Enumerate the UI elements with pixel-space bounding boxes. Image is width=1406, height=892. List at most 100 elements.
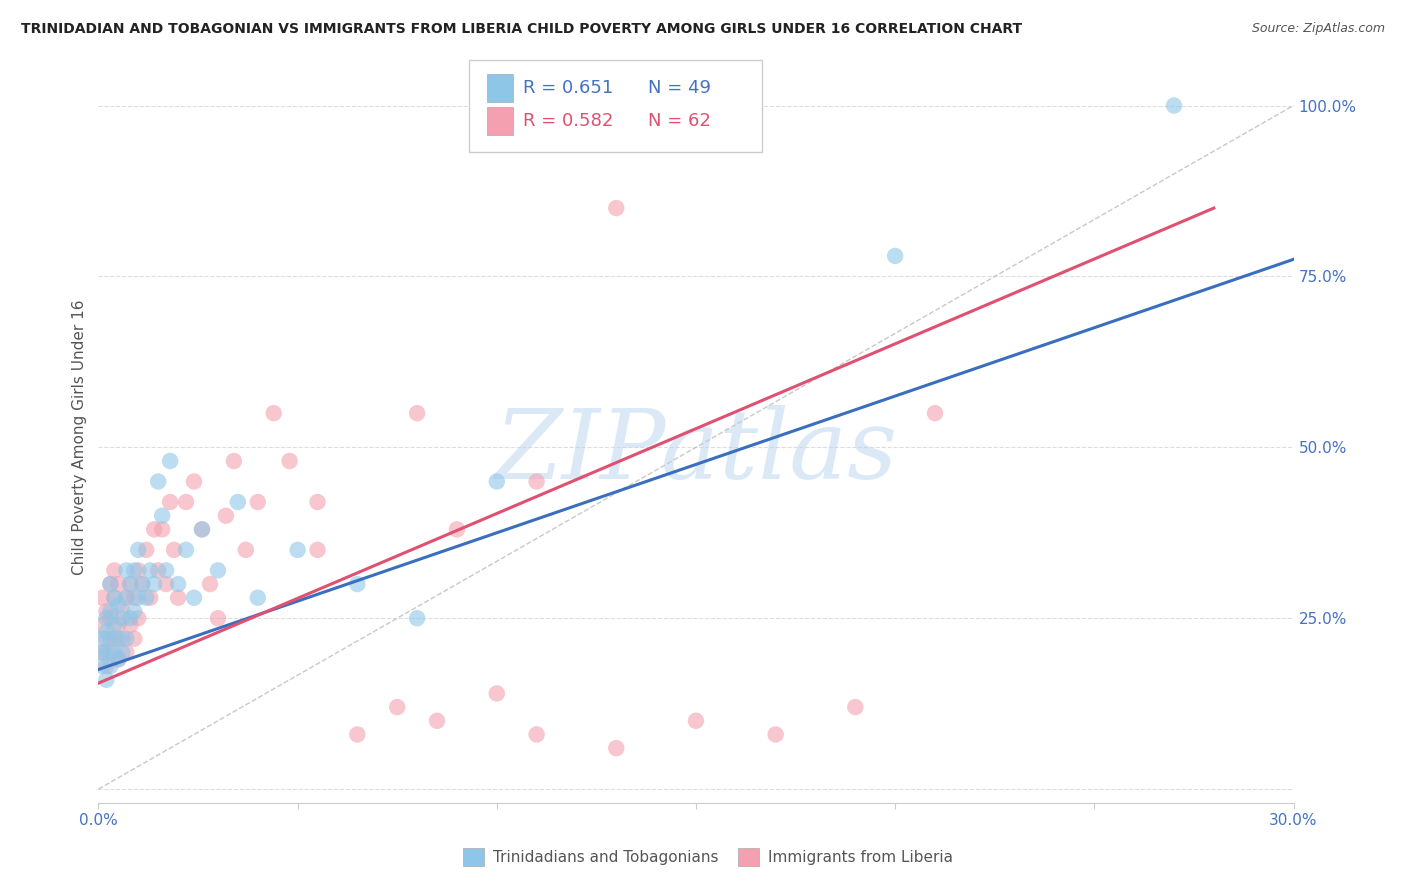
Point <box>183 475 205 489</box>
Text: Trinidadians and Tobagonians: Trinidadians and Tobagonians <box>494 850 718 865</box>
Point <box>765 727 787 741</box>
Point <box>115 591 138 605</box>
Point <box>120 577 142 591</box>
Point <box>96 659 118 673</box>
Point <box>485 475 508 489</box>
Point <box>96 604 118 618</box>
Point <box>115 563 138 577</box>
Point <box>143 577 166 591</box>
Point <box>884 249 907 263</box>
FancyBboxPatch shape <box>738 848 759 866</box>
Point <box>98 645 122 659</box>
Point <box>107 652 129 666</box>
Point <box>120 611 142 625</box>
Point <box>115 632 138 646</box>
Point <box>685 714 707 728</box>
Point <box>111 604 134 618</box>
Point <box>96 624 118 639</box>
Text: R = 0.582: R = 0.582 <box>523 112 613 130</box>
Point <box>111 632 134 646</box>
Point <box>111 645 134 659</box>
Point <box>159 495 181 509</box>
Point <box>98 632 122 646</box>
Point <box>207 563 229 577</box>
Point <box>174 542 197 557</box>
Point <box>844 700 866 714</box>
Point <box>222 454 245 468</box>
Point <box>148 563 170 577</box>
Point <box>406 611 429 625</box>
Point <box>150 508 173 523</box>
Point <box>135 542 157 557</box>
Point <box>103 591 125 605</box>
Point <box>111 611 134 625</box>
Point <box>226 495 249 509</box>
FancyBboxPatch shape <box>486 74 513 102</box>
Point <box>605 741 627 756</box>
Point <box>91 591 114 605</box>
Point <box>124 632 146 646</box>
Point <box>191 522 214 536</box>
Point <box>91 618 114 632</box>
Point <box>163 542 186 557</box>
Point <box>103 591 125 605</box>
Text: TRINIDADIAN AND TOBAGONIAN VS IMMIGRANTS FROM LIBERIA CHILD POVERTY AMONG GIRLS : TRINIDADIAN AND TOBAGONIAN VS IMMIGRANTS… <box>21 22 1022 37</box>
Point <box>215 508 238 523</box>
Point <box>107 598 129 612</box>
Point <box>346 727 368 741</box>
Point <box>124 604 146 618</box>
Point <box>485 686 508 700</box>
Point <box>155 563 177 577</box>
Point <box>103 618 125 632</box>
Point <box>120 618 142 632</box>
Point <box>150 522 173 536</box>
Point <box>174 495 197 509</box>
Point <box>103 645 125 659</box>
Point <box>246 591 269 605</box>
Point <box>207 611 229 625</box>
Point <box>98 577 122 591</box>
Point <box>127 591 149 605</box>
Point <box>139 591 162 605</box>
Text: N = 49: N = 49 <box>648 79 711 97</box>
Point <box>98 611 122 625</box>
FancyBboxPatch shape <box>486 107 513 135</box>
FancyBboxPatch shape <box>470 61 762 152</box>
Point <box>143 522 166 536</box>
Point <box>191 522 214 536</box>
Point <box>605 201 627 215</box>
Point <box>96 632 118 646</box>
Point <box>198 577 221 591</box>
Text: Immigrants from Liberia: Immigrants from Liberia <box>768 850 953 865</box>
Point <box>278 454 301 468</box>
Point <box>385 700 409 714</box>
Point <box>287 542 309 557</box>
Point <box>107 632 129 646</box>
Point <box>426 714 449 728</box>
Point <box>139 563 162 577</box>
Point <box>91 632 114 646</box>
Point <box>307 495 329 509</box>
Point <box>526 475 548 489</box>
Point <box>148 475 170 489</box>
Point <box>167 577 190 591</box>
Point <box>159 454 181 468</box>
Point <box>98 577 122 591</box>
Point <box>1163 98 1185 112</box>
Point <box>127 563 149 577</box>
Point <box>526 727 548 741</box>
Point <box>107 652 129 666</box>
Point <box>124 591 146 605</box>
Point <box>127 611 149 625</box>
Point <box>115 645 138 659</box>
Point <box>446 522 468 536</box>
Point <box>246 495 269 509</box>
Point <box>167 591 190 605</box>
Point <box>91 645 114 659</box>
Point <box>96 611 118 625</box>
Point <box>183 591 205 605</box>
Point <box>96 645 118 659</box>
Point <box>103 563 125 577</box>
Point <box>131 577 153 591</box>
Point <box>98 659 122 673</box>
